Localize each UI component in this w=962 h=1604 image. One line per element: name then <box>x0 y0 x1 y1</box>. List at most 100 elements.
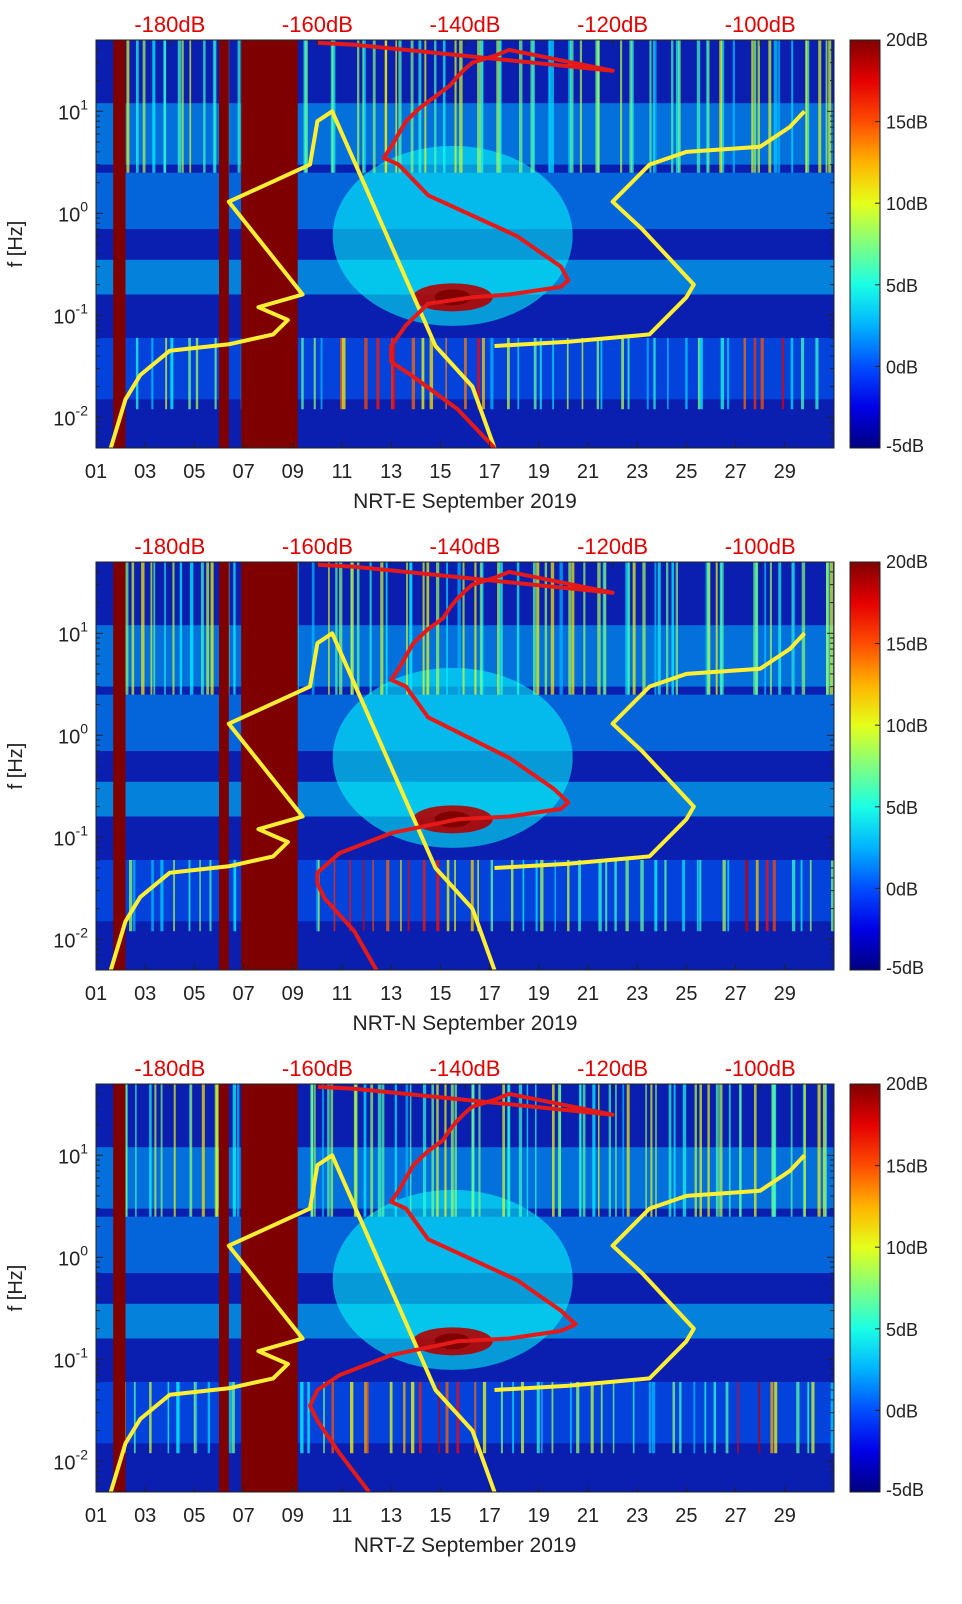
lf-streak <box>653 337 656 410</box>
hf-streak <box>597 562 601 695</box>
hf-streak <box>172 562 175 695</box>
hf-streak <box>314 1084 316 1217</box>
x-tick-label: 27 <box>724 983 746 1005</box>
lf-streak <box>400 859 402 932</box>
lf-streak <box>342 337 346 410</box>
hf-streak <box>791 562 796 695</box>
lf-streak <box>815 337 819 410</box>
y-tick-exp: -1 <box>76 300 89 316</box>
saturated-block <box>113 40 126 448</box>
lf-streak <box>600 1381 603 1454</box>
colorbar <box>849 1083 881 1493</box>
hf-streak <box>626 1084 630 1217</box>
lf-streak <box>755 859 759 932</box>
lf-streak <box>830 1381 834 1454</box>
x-tick-label: 13 <box>380 1505 402 1527</box>
x-tick-label: 09 <box>282 1505 304 1527</box>
lf-streak <box>135 337 139 410</box>
red-curve <box>315 562 615 970</box>
lf-streak <box>693 1381 696 1454</box>
spectrogram-area <box>96 40 834 448</box>
hf-streak <box>825 1084 827 1217</box>
hf-streak <box>753 1084 757 1217</box>
y-tick-exp: 1 <box>80 618 88 634</box>
lf-streak <box>392 337 396 410</box>
hf-streak <box>778 562 782 695</box>
lf-streak <box>697 337 700 410</box>
hf-streak <box>356 562 360 695</box>
x-tick-label: 21 <box>577 461 599 483</box>
lf-streak <box>578 859 581 932</box>
hf-streak <box>622 1084 625 1217</box>
lf-streak <box>551 1381 554 1454</box>
lf-streak <box>366 1381 369 1454</box>
lf-streak <box>536 1381 540 1454</box>
colorbar-tick-label: 5dB <box>886 276 918 296</box>
top-tick-label: -140dB <box>430 12 501 37</box>
lf-streak <box>726 337 730 410</box>
hf-streak <box>568 562 572 695</box>
saturated-block <box>219 40 229 448</box>
spectrogram-area <box>96 562 834 970</box>
hf-streak <box>424 40 427 173</box>
hf-streak <box>328 562 330 695</box>
hf-streak <box>768 40 772 173</box>
hf-streak <box>481 562 484 695</box>
lf-streak <box>133 1381 136 1454</box>
hf-streak <box>480 40 484 173</box>
lf-streak <box>318 859 320 932</box>
hf-streak <box>177 40 182 173</box>
hf-streak <box>350 562 353 695</box>
top-tick-label: -100dB <box>725 534 796 559</box>
hf-streak <box>135 40 139 173</box>
hf-streak <box>125 562 129 695</box>
hf-streak <box>436 562 440 695</box>
hf-streak <box>668 1084 672 1217</box>
hf-streak <box>213 40 217 173</box>
hf-streak <box>405 1084 409 1217</box>
lf-streak <box>612 1381 615 1454</box>
hf-streak <box>516 562 520 695</box>
hf-streak <box>142 40 146 173</box>
lf-streak <box>713 1381 717 1454</box>
hf-streak <box>550 40 554 173</box>
microseism-cloud <box>332 667 573 848</box>
hf-streak <box>311 562 315 695</box>
lf-streak <box>685 337 688 410</box>
x-tick-label: 29 <box>774 1505 796 1527</box>
lf-streak <box>173 859 175 932</box>
x-tick-label: 15 <box>429 983 451 1005</box>
lf-streak <box>362 859 365 932</box>
y-tick-label: 10-2 <box>53 1446 88 1474</box>
y-tick-label: 10-1 <box>53 1344 88 1372</box>
lf-streak <box>410 1381 415 1454</box>
x-tick-label: 11 <box>332 461 353 483</box>
lf-streak <box>214 337 217 410</box>
hf-streak <box>645 1084 647 1217</box>
x-axis-label: NRT-N September 2019 <box>353 1012 578 1035</box>
hf-streak <box>381 1084 385 1217</box>
colorbar-tick-label: 15dB <box>886 1157 928 1177</box>
y-tick-base: 10 <box>58 624 80 646</box>
lf-streak <box>535 859 538 932</box>
top-tick-label: -120dB <box>577 1056 648 1081</box>
lf-streak <box>446 859 450 932</box>
x-tick-label: 17 <box>478 983 500 1005</box>
lf-streak <box>552 337 554 410</box>
x-tick-label: 23 <box>626 461 648 483</box>
hf-streak <box>666 562 669 695</box>
lf-streak <box>679 1381 682 1454</box>
top-tick-label: -160dB <box>282 534 353 559</box>
y-tick-base: 10 <box>58 726 80 748</box>
hf-streak <box>153 562 156 695</box>
hf-streak <box>179 562 183 695</box>
hf-streak <box>705 562 709 695</box>
y-tick-label: 101 <box>58 96 88 124</box>
microseism-cloud <box>332 1189 573 1370</box>
hf-streak <box>802 1084 806 1217</box>
hf-streak <box>372 40 376 173</box>
y-axis-label: f [Hz] <box>5 1265 27 1312</box>
lf-streak <box>640 859 644 932</box>
hf-streak <box>530 40 534 173</box>
